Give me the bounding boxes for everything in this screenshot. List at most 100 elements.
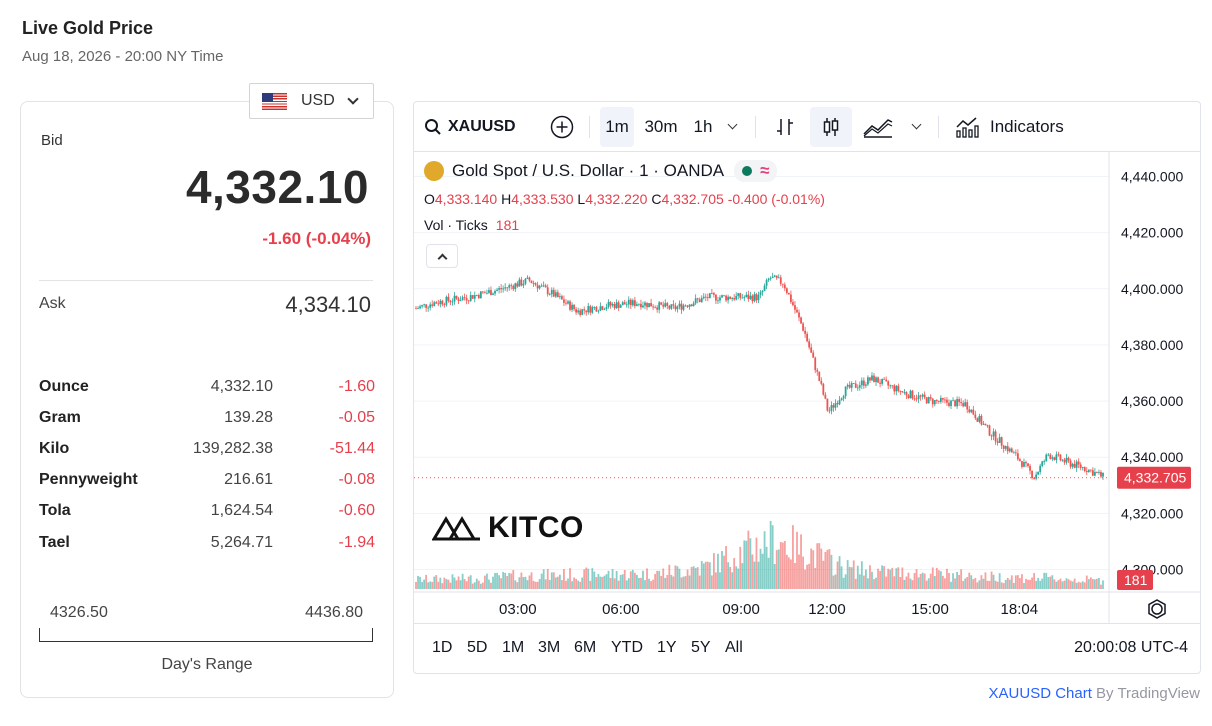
chart-link[interactable]: XAUUSD Chart	[988, 685, 1092, 702]
candle-style-button[interactable]	[810, 106, 852, 147]
volume-bar	[952, 573, 954, 589]
volume-bar	[745, 540, 748, 589]
candle-body	[1077, 461, 1080, 465]
currency-selector[interactable]: USD	[249, 83, 374, 119]
interval-1m[interactable]: 1m	[600, 106, 634, 147]
volume-bar	[692, 566, 695, 589]
range-ytd[interactable]: YTD	[611, 639, 643, 656]
price-chart[interactable]: 4,440.000 4,420.000 4,400.000 4,380.000 4,36…	[414, 152, 1200, 623]
y-tick-label: 4,380.000	[1121, 337, 1183, 353]
volume-bar	[836, 561, 839, 589]
range-3m[interactable]: 3M	[538, 639, 561, 656]
candle-body	[658, 302, 661, 310]
candle-body	[798, 312, 800, 318]
volume-bar	[887, 568, 890, 589]
volume-bar	[421, 581, 423, 589]
interval-1h[interactable]: 1h	[693, 116, 713, 136]
volume-bar	[534, 581, 537, 589]
volume-bar	[719, 572, 721, 589]
volume-bar	[417, 575, 419, 589]
bar-style-button[interactable]	[770, 107, 800, 147]
toolbar-separator	[755, 116, 756, 138]
volume-bar	[852, 560, 855, 589]
volume-bar	[660, 575, 663, 589]
volume-bar	[1043, 572, 1046, 589]
volume-bar	[737, 568, 740, 589]
volume-bar	[1093, 579, 1096, 589]
candle-body	[597, 310, 600, 312]
collapse-legend-button[interactable]	[426, 244, 458, 268]
compare-button[interactable]	[547, 107, 577, 147]
candle-body	[779, 277, 782, 284]
candle-body	[467, 300, 470, 302]
symbol-search-button[interactable]: XAUUSD	[424, 107, 524, 147]
volume-bar	[561, 580, 563, 589]
candle-body	[743, 297, 746, 298]
range-5y[interactable]: 5Y	[691, 639, 711, 656]
candle-body	[826, 398, 829, 411]
volume-bar	[840, 566, 843, 589]
candle-body	[593, 306, 596, 308]
candle-body	[1045, 454, 1048, 462]
volume-readout: Vol · Ticks 181	[424, 217, 519, 233]
candle-body	[569, 301, 571, 310]
candle-body	[504, 287, 507, 289]
candle-body	[579, 310, 582, 315]
range-1y[interactable]: 1Y	[657, 639, 677, 656]
unit-change: -51.44	[329, 439, 375, 457]
candle-body	[927, 397, 930, 404]
range-all[interactable]: All	[725, 639, 743, 656]
candle-body	[974, 414, 977, 419]
chart-style-dropdown[interactable]	[906, 107, 926, 147]
volume-bar	[846, 560, 849, 589]
interval-30m[interactable]: 30m	[644, 116, 678, 136]
volume-bar	[848, 566, 851, 589]
candle-body	[654, 307, 657, 309]
candle-body	[986, 425, 989, 427]
candle-body	[445, 296, 448, 305]
chart-clock[interactable]: 20:00:08 UTC-4	[1074, 639, 1188, 656]
volume-bar	[668, 564, 671, 589]
volume-bar	[613, 578, 616, 589]
candle-body	[676, 306, 679, 310]
indicators-icon	[956, 116, 979, 138]
volume-bar	[747, 530, 750, 589]
market-open-dot-icon	[742, 166, 753, 176]
candle-body	[488, 290, 490, 293]
volume-bar	[510, 573, 513, 589]
candle-body	[621, 302, 624, 306]
volume-bar	[769, 520, 772, 589]
candle-body	[603, 308, 606, 310]
area-style-button[interactable]	[860, 107, 896, 147]
volume-bar	[648, 578, 650, 589]
range-1m[interactable]: 1M	[502, 639, 525, 656]
volume-bar	[1014, 575, 1017, 589]
candle-body	[638, 303, 640, 305]
indicators-button[interactable]: Indicators	[954, 107, 1074, 147]
range-5d[interactable]: 5D	[467, 639, 488, 656]
y-tick-label: 4,420.000	[1121, 225, 1183, 241]
candle-body	[431, 304, 434, 306]
candle-body	[1010, 448, 1013, 453]
market-status-badge[interactable]: ≈	[734, 160, 778, 182]
unit-value: 1,624.54	[210, 502, 273, 520]
interval-dropdown[interactable]	[722, 107, 742, 147]
candle-body	[909, 390, 912, 399]
range-1d[interactable]: 1D	[432, 639, 453, 656]
volume-bar	[1087, 579, 1090, 589]
volume-bar	[512, 569, 515, 589]
volume-bar	[948, 572, 950, 589]
candle-body	[583, 309, 586, 311]
candle-body	[688, 304, 691, 307]
volume-bar	[1079, 582, 1082, 589]
volume-bar	[577, 580, 580, 589]
candle-body	[508, 285, 511, 288]
volume-bar	[635, 574, 638, 589]
candle-body	[589, 306, 592, 313]
volume-bar	[522, 577, 525, 589]
candle-body	[735, 295, 738, 300]
volume-bar	[538, 579, 541, 589]
range-6m[interactable]: 6M	[574, 639, 597, 656]
volume-bar	[565, 580, 567, 589]
volume-bar	[919, 573, 922, 589]
